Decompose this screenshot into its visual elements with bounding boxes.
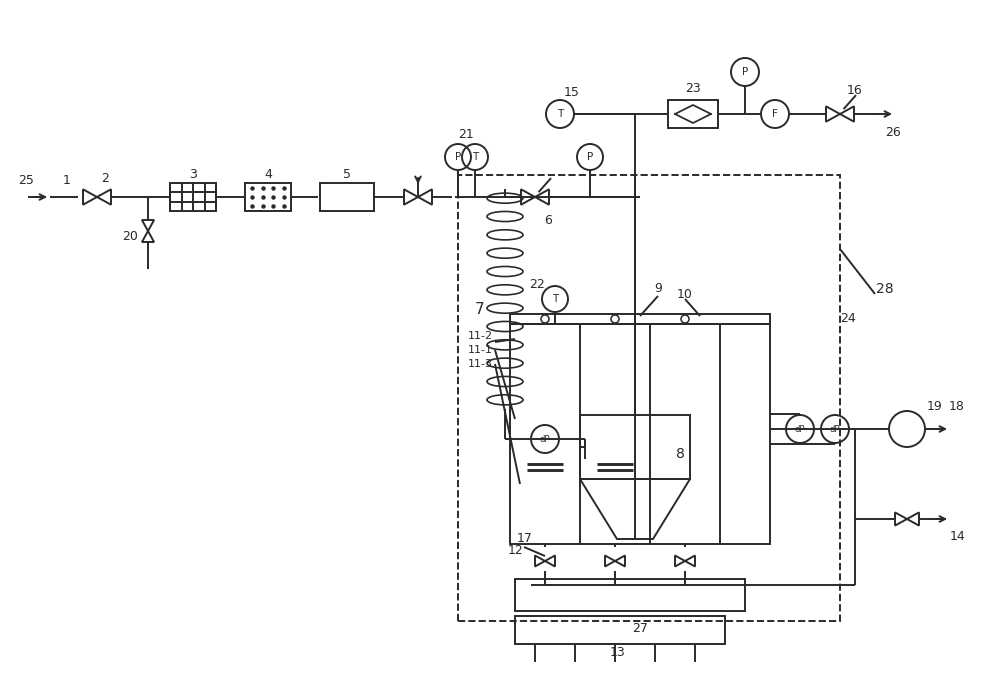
Text: 25: 25 [18, 175, 34, 187]
Text: dP: dP [795, 424, 805, 433]
Text: F: F [772, 109, 778, 119]
Bar [580, 415, 690, 479]
Text: P: P [742, 67, 748, 77]
Text: dP: dP [830, 424, 840, 433]
Text: T: T [557, 109, 563, 119]
Bar [170, 183, 216, 211]
Text: 8: 8 [676, 447, 684, 461]
Bar [515, 579, 745, 611]
Bar [510, 314, 770, 324]
Text: 15: 15 [564, 86, 580, 98]
Text: 23: 23 [685, 83, 701, 96]
Text: 9: 9 [654, 282, 662, 295]
Text: 1: 1 [63, 175, 71, 187]
Text: dP: dP [540, 435, 550, 443]
Text: 16: 16 [847, 84, 863, 96]
Text: 21: 21 [458, 128, 474, 141]
Text: 5: 5 [343, 168, 351, 181]
Text: 10: 10 [677, 287, 693, 301]
Text: 12: 12 [508, 545, 524, 557]
Text: 7: 7 [474, 301, 484, 316]
Text: T: T [472, 152, 478, 162]
Bar [510, 324, 770, 544]
Text: P: P [587, 152, 593, 162]
Text: 17: 17 [517, 532, 533, 545]
Text: 14: 14 [950, 530, 966, 543]
Text: 3: 3 [189, 168, 197, 181]
Text: 13: 13 [610, 646, 626, 659]
Bar [668, 100, 718, 128]
Bar [458, 175, 840, 621]
Text: 6: 6 [544, 215, 552, 227]
Bar [245, 183, 291, 211]
Text: 24: 24 [840, 312, 856, 325]
Text: 4: 4 [264, 168, 272, 181]
Text: 28: 28 [876, 282, 894, 296]
Text: 18: 18 [949, 401, 965, 414]
Text: 22: 22 [529, 278, 545, 291]
Text: T: T [552, 294, 558, 304]
Text: 27: 27 [632, 623, 648, 636]
Text: 2: 2 [101, 172, 109, 185]
Text: 11-2: 11-2 [468, 331, 493, 341]
Text: P: P [455, 152, 461, 162]
Bar [320, 183, 374, 211]
Bar [515, 616, 725, 644]
Text: 19: 19 [927, 401, 943, 414]
Text: 20: 20 [122, 230, 138, 244]
Text: 11-1: 11-1 [468, 345, 493, 355]
Text: 11-3: 11-3 [468, 359, 493, 369]
Text: 26: 26 [885, 126, 901, 139]
